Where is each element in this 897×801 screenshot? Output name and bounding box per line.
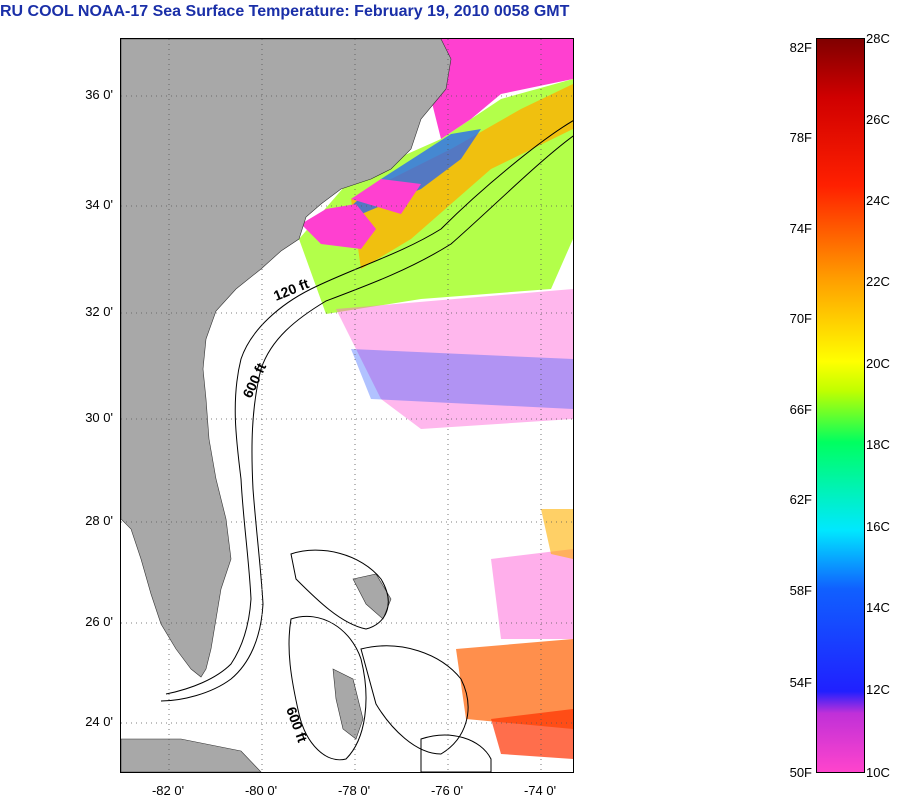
colorbar-f-label: 70F: [789, 311, 812, 326]
colorbar-c-label: 22C: [866, 274, 890, 289]
contour-label-120ft: 120 ft: [271, 275, 311, 304]
lon-label: -74 0': [523, 783, 557, 798]
colorbar-f-label: 74F: [789, 221, 812, 236]
colorbar-f-label: 58F: [789, 583, 812, 598]
colorbar-c-label: 14C: [866, 600, 890, 615]
colorbar-c-label: 16C: [866, 519, 890, 534]
lat-label: 26 0': [85, 614, 113, 629]
lat-label: 34 0': [85, 197, 113, 212]
graticule-grid: [121, 39, 573, 772]
bahamas-outlines: [288, 549, 492, 772]
lat-label: 28 0': [85, 513, 113, 528]
colorbar-f-label: 62F: [789, 492, 812, 507]
lat-label: 24 0': [85, 714, 113, 729]
colorbar-c-label: 24C: [866, 193, 890, 208]
lat-label: 30 0': [85, 410, 113, 425]
colorbar-f-label: 50F: [789, 765, 812, 780]
colorbar-c-label: 10C: [866, 765, 890, 780]
map-title: RU COOL NOAA-17 Sea Surface Temperature:…: [0, 3, 570, 20]
colorbar-c-label: 18C: [866, 437, 890, 452]
colorbar-c-label: 26C: [866, 112, 890, 127]
temperature-colorbar: [816, 38, 865, 773]
colorbar-c-label: 20C: [866, 356, 890, 371]
sst-swath: [299, 39, 573, 772]
lon-label: -82 0': [151, 783, 185, 798]
lat-label: 32 0': [85, 304, 113, 319]
contour-label-600ft: 600 ft: [239, 360, 269, 400]
bathymetry-contours: [160, 120, 573, 702]
colorbar-c-label: 12C: [866, 682, 890, 697]
land-mass: [121, 39, 452, 772]
colorbar-f-label: 54F: [789, 675, 812, 690]
lon-label: -76 0': [430, 783, 464, 798]
lon-label: -78 0': [337, 783, 371, 798]
contour-label-600ft-south: 600 ft: [283, 705, 311, 745]
lon-label: -80 0': [244, 783, 278, 798]
colorbar-f-label: 82F: [789, 40, 812, 55]
colorbar-c-label: 28C: [866, 31, 890, 46]
colorbar-f-label: 66F: [789, 402, 812, 417]
colorbar-f-label: 78F: [789, 130, 812, 145]
lat-label: 36 0': [85, 87, 113, 102]
sst-map: 120 ft 600 ft 600 ft: [120, 38, 574, 773]
